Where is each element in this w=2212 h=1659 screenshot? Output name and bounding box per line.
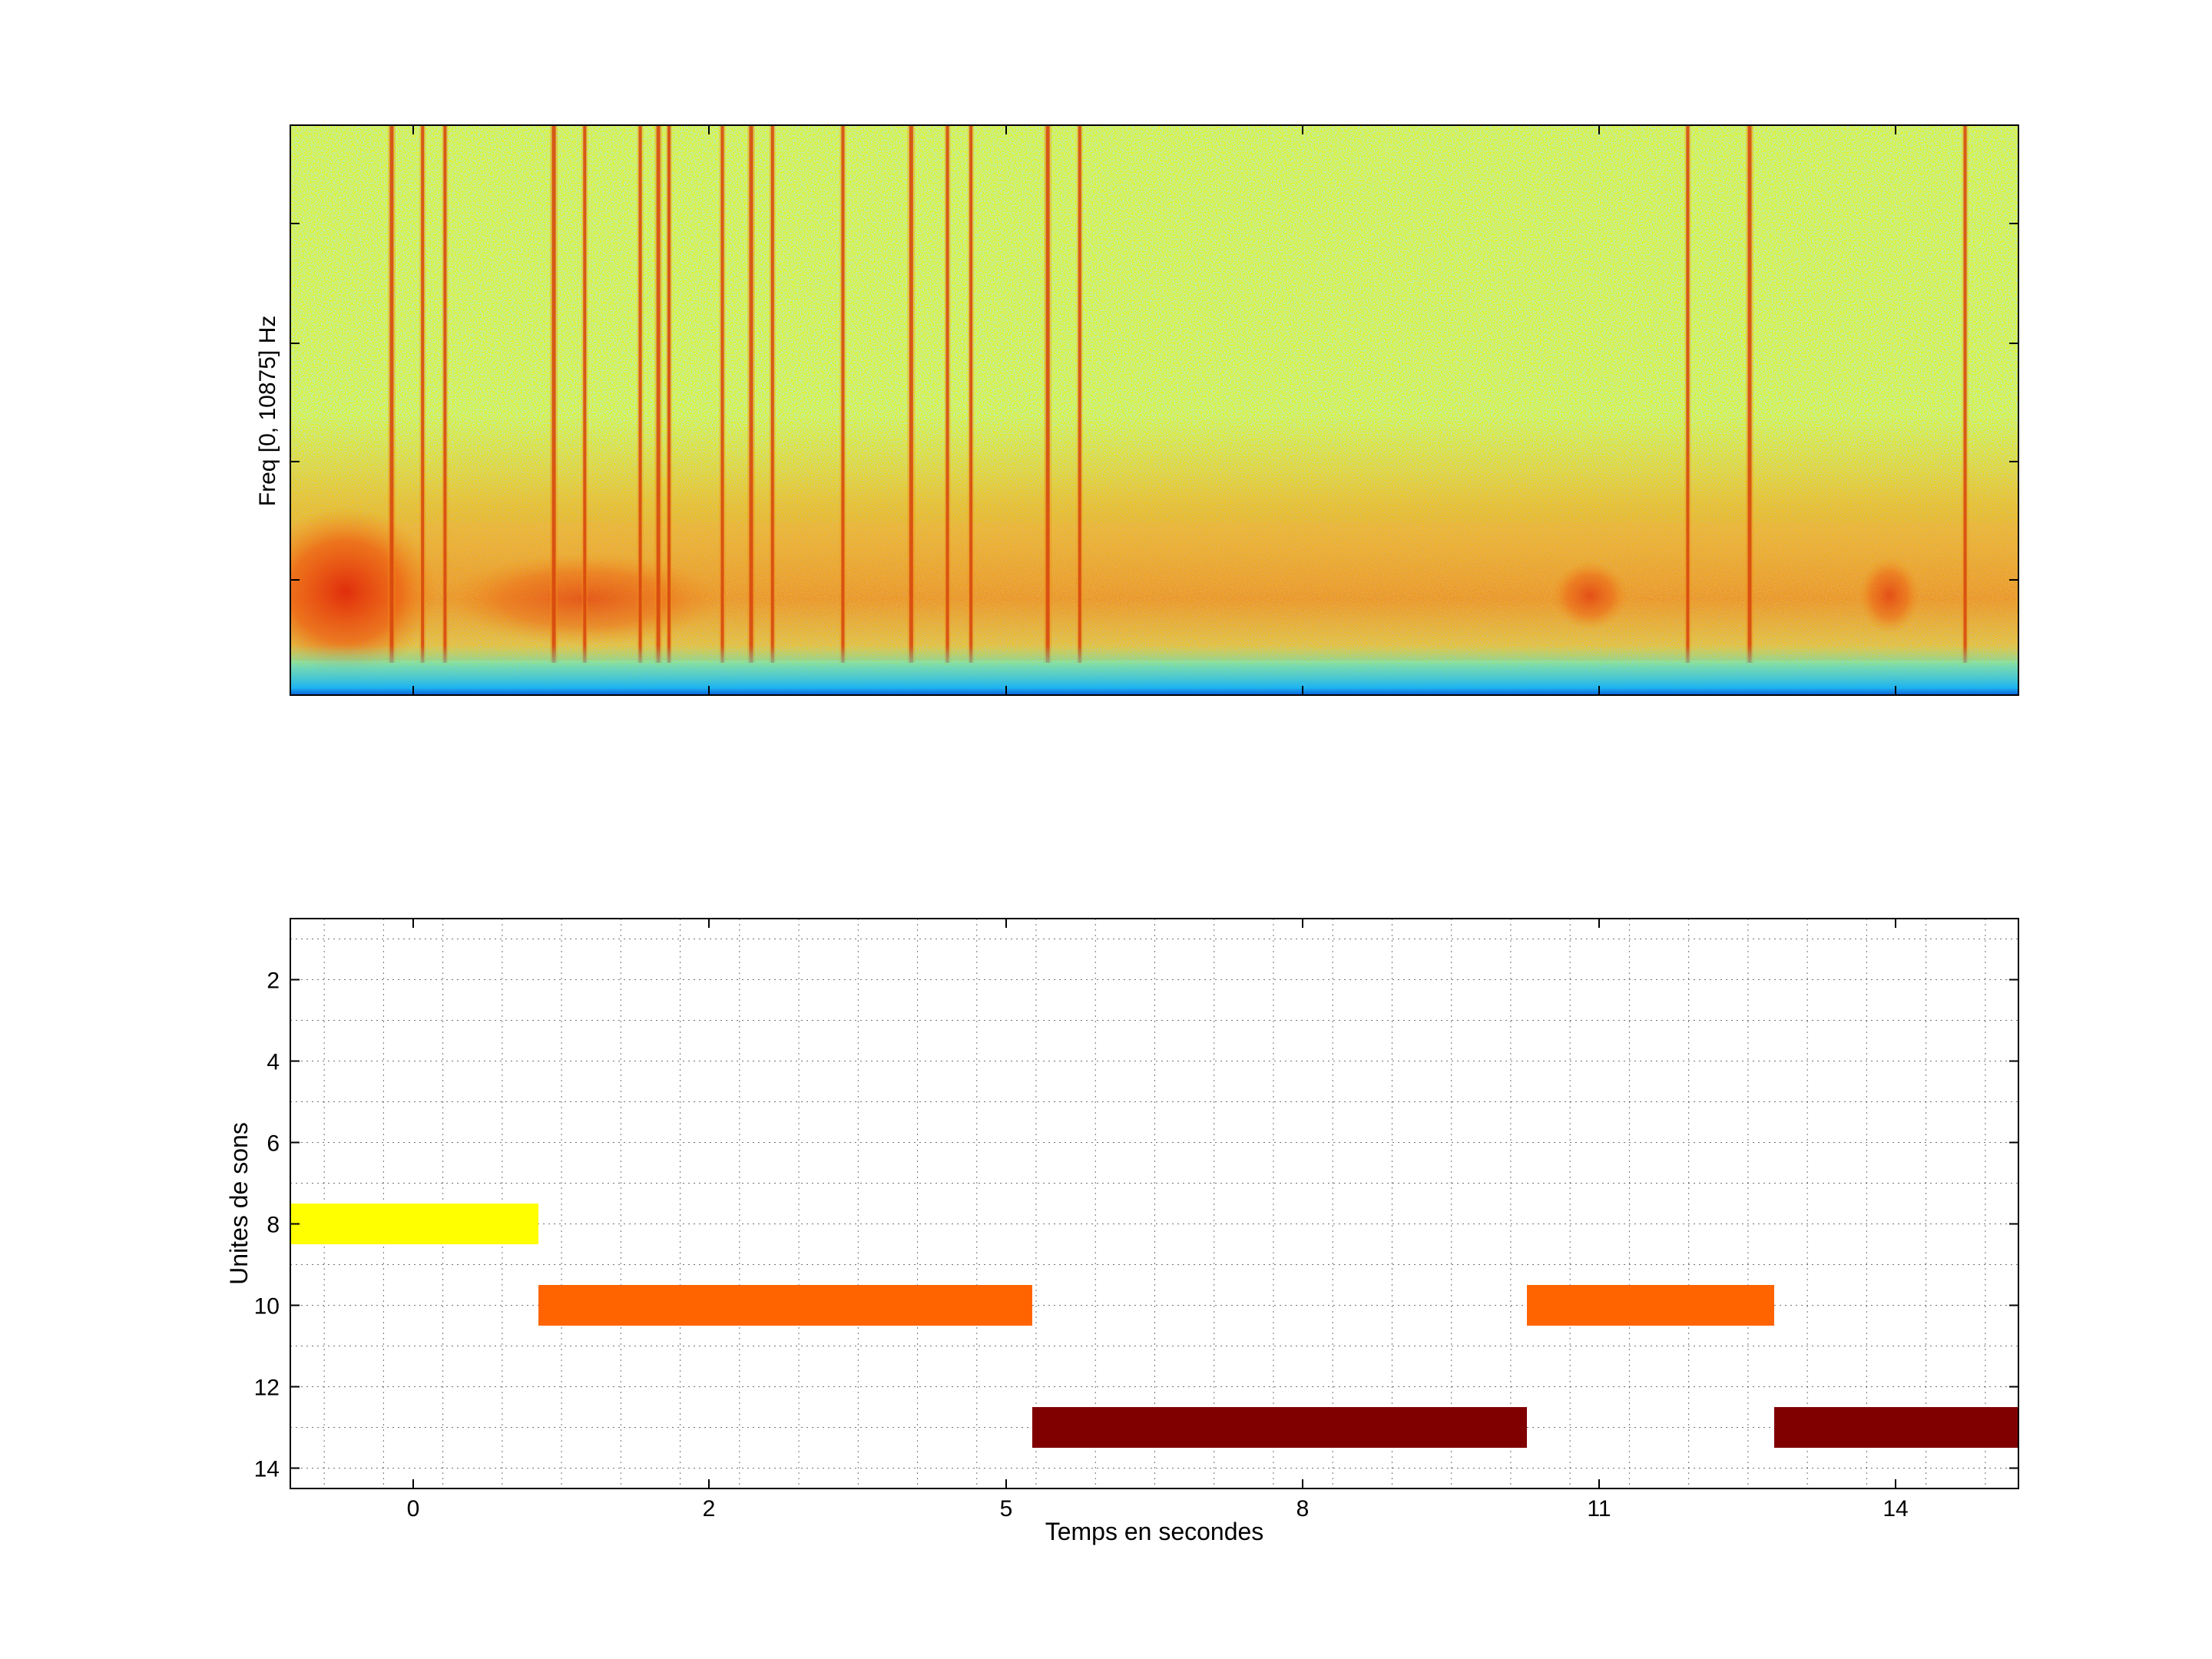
spectrogram-frame — [290, 124, 2019, 696]
x-tick-label: 0 — [407, 1496, 420, 1522]
x-tick-label: 5 — [1000, 1496, 1013, 1522]
spectrogram-energy-blob — [1551, 561, 1628, 630]
transient-halo — [968, 125, 975, 663]
y-tick-label: 6 — [267, 1131, 280, 1157]
spectrogram-ticks — [290, 125, 2018, 695]
transient-line — [770, 125, 774, 663]
transient-line — [1078, 125, 1081, 663]
transient-line — [1045, 125, 1050, 663]
transient-line — [1747, 125, 1752, 663]
transient-halo — [419, 125, 426, 663]
transient-halo — [747, 125, 755, 663]
x-tick-label: 8 — [1296, 1496, 1310, 1522]
x-tick-label: 11 — [1587, 1496, 1611, 1522]
transient-line — [841, 125, 845, 663]
transient-line — [443, 125, 447, 663]
transient-line — [945, 125, 949, 663]
transient-halo — [944, 125, 951, 663]
x-tick-labels: 0 2 5 8 11 14 — [407, 1496, 1909, 1522]
spectrogram-floor — [290, 645, 2018, 695]
transient-line — [583, 125, 587, 663]
segments-ticks — [290, 919, 2018, 1488]
transient-halo — [839, 125, 846, 663]
transient-line — [638, 125, 642, 663]
spectrogram-energy-blob — [1859, 557, 1920, 634]
transient-halo — [387, 125, 396, 663]
y-tick-label: 4 — [267, 1050, 280, 1075]
transient-line — [909, 125, 913, 663]
segment-bar — [1032, 1407, 1527, 1448]
y-tick-labels: 2 4 6 8 10 12 14 — [254, 969, 280, 1482]
transient-halo — [581, 125, 588, 663]
spectrogram-y-label: Freq [0, 10875] Hz — [255, 316, 280, 506]
segment-bar — [1774, 1407, 2018, 1448]
transient-halo — [666, 125, 673, 663]
transient-line — [389, 125, 394, 663]
transient-halo — [1044, 125, 1052, 663]
segment-bar — [290, 1204, 538, 1244]
transient-halo — [637, 125, 644, 663]
transient-halo — [1684, 125, 1691, 663]
transient-halo — [654, 125, 663, 663]
transient-halo — [1746, 125, 1753, 663]
transient-line — [667, 125, 671, 663]
transient-line — [749, 125, 753, 663]
transient-line — [969, 125, 973, 663]
transient-line — [551, 125, 556, 663]
transient-line — [720, 125, 724, 663]
transient-halo — [550, 125, 558, 663]
transient-halo — [907, 125, 916, 663]
segment-bar — [538, 1285, 1032, 1326]
x-tick-label: 2 — [703, 1496, 716, 1522]
x-tick-label: 14 — [1883, 1496, 1908, 1522]
transient-halo — [719, 125, 726, 663]
segments-bars — [290, 1204, 2018, 1448]
transient-line — [656, 125, 661, 663]
segments-y-label: Unites de sons — [225, 1122, 253, 1285]
spectrogram-transients — [387, 125, 1969, 663]
transient-halo — [769, 125, 776, 663]
transient-halo — [1962, 125, 1969, 663]
y-tick-label: 14 — [254, 1457, 280, 1482]
segments-panel: 0 2 5 8 11 14 2 4 6 8 10 12 14 Temps en secondes Un… — [225, 918, 2019, 1545]
transient-halo — [442, 125, 449, 663]
y-tick-label: 2 — [267, 969, 280, 994]
segments-x-label: Temps en secondes — [1045, 1518, 1264, 1545]
transient-line — [1963, 125, 1967, 663]
spectrogram-energy-blob — [290, 507, 438, 676]
segment-bar — [1527, 1285, 1774, 1326]
spectrogram-image — [290, 125, 2018, 695]
transient-line — [421, 125, 425, 663]
y-tick-label: 10 — [254, 1294, 280, 1320]
spectrogram-panel: Freq [0, 10875] Hz — [255, 124, 2019, 696]
segments-frame — [290, 918, 2019, 1489]
y-tick-label: 12 — [254, 1376, 280, 1401]
transient-halo — [1076, 125, 1083, 663]
transient-line — [1686, 125, 1690, 663]
y-tick-label: 8 — [267, 1213, 280, 1238]
